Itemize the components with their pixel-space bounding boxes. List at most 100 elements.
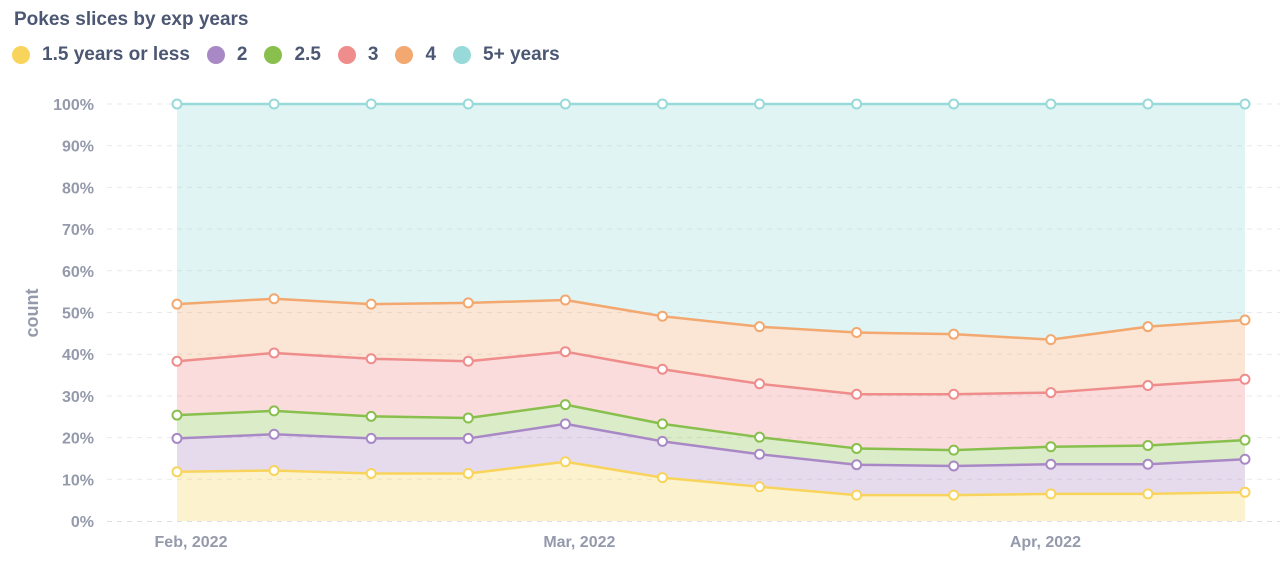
- y-tick-label: 20%: [62, 431, 94, 448]
- data-point: [656, 472, 668, 484]
- data-point: [171, 355, 183, 367]
- data-point: [948, 460, 960, 472]
- legend-label: 4: [425, 44, 437, 65]
- y-tick-label: 40%: [62, 347, 94, 364]
- data-point: [268, 428, 280, 440]
- data-point: [1239, 453, 1251, 465]
- data-point: [1142, 98, 1154, 110]
- data-point: [462, 467, 474, 479]
- data-point: [1142, 321, 1154, 333]
- legend-item-3[interactable]: 3: [337, 44, 379, 66]
- data-point: [268, 405, 280, 417]
- data-point: [851, 327, 863, 339]
- data-point: [559, 98, 571, 110]
- legend-dot-icon: [12, 46, 30, 64]
- y-axis-label: count: [22, 289, 42, 338]
- area-5: [177, 104, 1245, 340]
- data-point: [1142, 488, 1154, 500]
- data-point: [462, 355, 474, 367]
- data-point: [754, 448, 766, 460]
- data-point: [1142, 379, 1154, 391]
- data-point: [268, 465, 280, 477]
- data-point: [851, 459, 863, 471]
- data-point: [754, 98, 766, 110]
- data-point: [1045, 441, 1057, 453]
- data-point: [559, 456, 571, 468]
- area-3: [177, 351, 1245, 451]
- data-point: [1239, 434, 1251, 446]
- data-point: [268, 347, 280, 359]
- data-point: [462, 98, 474, 110]
- legend-label: 2.5: [294, 44, 321, 65]
- legend-dot-icon: [264, 46, 283, 64]
- area-0: [177, 461, 1245, 521]
- legend: 1.5 years or less 2 2.5 3 4 5+ years: [12, 44, 577, 66]
- data-point: [1142, 440, 1154, 452]
- data-point: [1239, 314, 1251, 326]
- data-point: [1045, 458, 1057, 470]
- legend-label: 1.5 years or less: [42, 44, 190, 65]
- data-point: [365, 432, 377, 444]
- data-point: [559, 399, 571, 411]
- data-point: [268, 98, 280, 110]
- y-tick-label: 100%: [53, 97, 94, 114]
- data-point: [365, 298, 377, 310]
- y-tick-label: 0%: [71, 514, 94, 531]
- legend-label: 3: [367, 44, 379, 65]
- data-point: [851, 388, 863, 400]
- series-line: [176, 350, 1246, 396]
- data-point: [1045, 334, 1057, 346]
- area-2: [177, 404, 1245, 466]
- area-1: [177, 423, 1245, 496]
- data-point: [1239, 373, 1251, 385]
- series-line: [176, 422, 1246, 468]
- series-line: [176, 460, 1246, 497]
- legend-label: 2: [236, 44, 248, 65]
- data-point: [268, 293, 280, 305]
- data-point: [656, 310, 668, 322]
- data-point: [171, 432, 183, 444]
- data-point: [559, 346, 571, 358]
- x-tick-label: Apr, 2022: [1010, 534, 1081, 551]
- legend-item-2[interactable]: 2: [206, 44, 248, 66]
- x-tick-label: Feb, 2022: [155, 534, 228, 551]
- data-point: [1045, 387, 1057, 399]
- data-point: [365, 410, 377, 422]
- legend-item-5-plus-years[interactable]: 5+ years: [453, 44, 560, 66]
- legend-dot-icon: [395, 46, 414, 64]
- y-tick-label: 90%: [62, 139, 94, 156]
- data-point: [656, 435, 668, 447]
- data-point: [462, 297, 474, 309]
- area-4: [177, 298, 1245, 395]
- data-point: [171, 298, 183, 310]
- y-tick-label: 80%: [62, 180, 94, 197]
- x-tick-label: Mar, 2022: [543, 534, 615, 551]
- legend-item-1-5-years-or-less[interactable]: 1.5 years or less: [12, 44, 190, 66]
- legend-dot-icon: [337, 46, 356, 64]
- data-point: [656, 363, 668, 375]
- data-point: [1239, 486, 1251, 498]
- data-point: [365, 353, 377, 365]
- data-point: [656, 98, 668, 110]
- data-point: [1239, 98, 1251, 110]
- data-point: [462, 412, 474, 424]
- data-point: [462, 432, 474, 444]
- data-point: [754, 481, 766, 493]
- data-point: [754, 431, 766, 443]
- data-point: [171, 466, 183, 478]
- series-line: [176, 403, 1246, 452]
- data-point: [365, 467, 377, 479]
- data-point: [948, 444, 960, 456]
- legend-dot-icon: [206, 46, 225, 64]
- legend-label: 5+ years: [483, 44, 560, 65]
- data-point: [851, 489, 863, 501]
- data-point: [851, 98, 863, 110]
- legend-item-4[interactable]: 4: [395, 44, 436, 66]
- data-point: [656, 418, 668, 430]
- y-tick-label: 10%: [62, 472, 94, 489]
- data-point: [754, 378, 766, 390]
- data-point: [948, 98, 960, 110]
- data-point: [171, 98, 183, 110]
- legend-dot-icon: [453, 46, 472, 64]
- legend-item-2-5[interactable]: 2.5: [264, 44, 321, 66]
